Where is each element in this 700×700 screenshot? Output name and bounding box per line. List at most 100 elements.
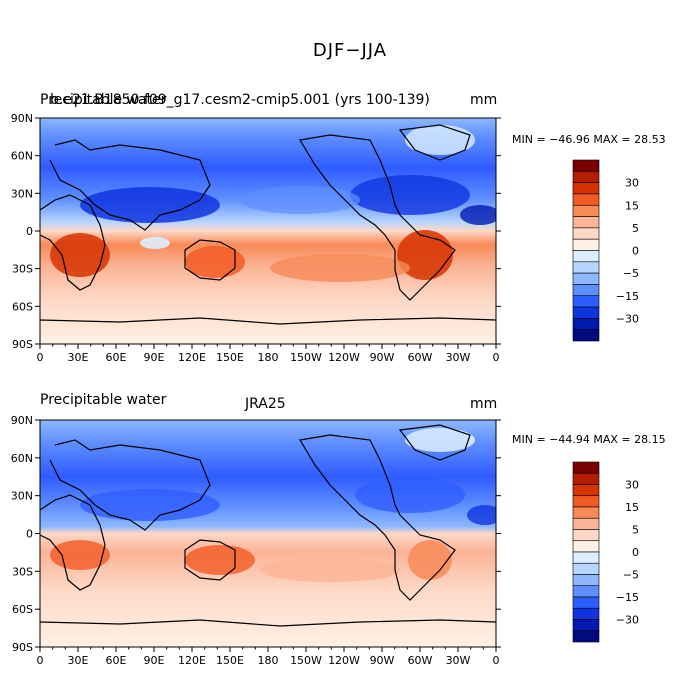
colorbars: 30 15 5 0 −5 −15 −30 30 15 5 0 −5 −15 −30 xyxy=(572,159,639,643)
panel2-colorbar-label: 30 xyxy=(625,479,639,492)
panel1-x-label: 60W xyxy=(408,351,433,364)
panel2-y-label: 30S xyxy=(12,565,33,578)
panel1-x-label: 150W xyxy=(290,351,322,364)
panel1-units: mm xyxy=(470,92,498,108)
panel1-colorbar-swatch xyxy=(572,284,600,297)
panel2-colorbar-swatch xyxy=(572,585,600,598)
panel2-y-label: 90S xyxy=(12,641,33,654)
panel2-colorbar-swatch xyxy=(572,630,600,643)
panel2-y-label: 60S xyxy=(12,603,33,616)
panel1-y-label: 90S xyxy=(12,338,33,351)
panel1-left-title: Precipitable water xyxy=(40,92,167,108)
panel1-colorbar-label: −15 xyxy=(616,290,639,303)
panel1-colorbar-label: 0 xyxy=(632,245,639,258)
panel2-stats: MIN = −44.94 MAX = 28.15 xyxy=(512,433,666,446)
panel1-colorbar-swatch xyxy=(572,306,600,319)
panel2-colorbar-label: 5 xyxy=(632,524,639,537)
panel2-x-label: 120E xyxy=(178,654,206,667)
panel2-colorbar-swatch xyxy=(572,495,600,508)
panel2-map xyxy=(35,419,501,652)
panel1-colorbar-label: 15 xyxy=(625,199,639,212)
panel1-x-label: 90W xyxy=(370,351,395,364)
panel1-center-title: b.e21.B1850.f09_g17.cesm2-cmip5.001 (yrs… xyxy=(50,92,430,108)
panel2-colorbar-swatch xyxy=(572,506,600,519)
panel1-colorbar-swatch xyxy=(572,227,600,240)
panel2-colorbar-swatch xyxy=(572,596,600,609)
panel1-colorbar-swatch xyxy=(572,193,600,206)
panel1-x-label: 0 xyxy=(493,351,500,364)
panel2-x-label: 90W xyxy=(370,654,395,667)
panel2-colorbar-swatch xyxy=(572,619,600,632)
panel1-y-label: 0 xyxy=(26,225,33,238)
panel1-colorbar-swatch xyxy=(572,238,600,251)
panel2-colorbar-swatch xyxy=(572,472,600,485)
panel2-colorbar-label: 0 xyxy=(632,546,639,559)
panel1-x-label: 30W xyxy=(446,351,471,364)
panel2-x-label: 90E xyxy=(144,654,165,667)
panel2-x-label: 150E xyxy=(216,654,244,667)
panel1-colorbar-swatch xyxy=(572,261,600,274)
panel2-colorbar-swatch xyxy=(572,529,600,542)
panel1-y-label: 30S xyxy=(12,263,33,276)
panel2-colorbar-label: −30 xyxy=(616,614,639,627)
panel1-y-label: 30N xyxy=(11,187,33,200)
panel1-stats: MIN = −46.96 MAX = 28.53 xyxy=(512,133,666,146)
figure-title: DJF−JJA xyxy=(312,40,388,61)
panel2-center-title: JRA25 xyxy=(245,396,286,412)
panel2-x-label: 0 xyxy=(37,654,44,667)
panel1-colorbar-swatch xyxy=(572,171,600,183)
axis-labels: 0 30E 60E 90E 120E 150E 180 150W 120W 90W 60W 30W 09… xyxy=(11,112,500,667)
panel2-left-title: Precipitable water xyxy=(40,392,167,408)
panel1-x-label: 90E xyxy=(144,351,165,364)
panel1-colorbar-swatch xyxy=(572,182,600,195)
panel1-x-label: 0 xyxy=(37,351,44,364)
panel2-colorbar-swatch xyxy=(572,484,600,497)
panel1-colorbar-label: −30 xyxy=(616,312,639,325)
panel2-colorbar-label: −15 xyxy=(616,591,639,604)
panel2-colorbar-swatch xyxy=(572,461,600,474)
panel2-x-label: 150W xyxy=(290,654,322,667)
panel1-colorbar-swatch xyxy=(572,159,600,172)
panel2-x-label: 30W xyxy=(446,654,471,667)
panel2-y-label: 60N xyxy=(11,452,33,465)
panel1-colorbar-swatch xyxy=(572,295,600,308)
panel1-y-label: 90N xyxy=(11,112,33,125)
panel1-y-label: 60N xyxy=(11,150,33,163)
panel2-colorbar-swatch xyxy=(572,517,600,530)
panel1-colorbar-label: −5 xyxy=(623,267,639,280)
panel2-x-label: 60W xyxy=(408,654,433,667)
panel1-x-label: 60E xyxy=(106,351,127,364)
panel1-colorbar-label: 5 xyxy=(632,222,639,235)
panel1-colorbar-swatch xyxy=(572,216,600,229)
panel2-x-label: 30E xyxy=(68,654,89,667)
panel1-colorbar-swatch xyxy=(572,204,600,217)
panel2-colorbar-swatch xyxy=(572,551,600,564)
panel1-colorbar-swatch xyxy=(572,250,600,263)
panel2-y-label: 30N xyxy=(11,490,33,503)
panel2-y-label: 0 xyxy=(26,528,33,541)
panel2-units: mm xyxy=(470,396,498,412)
panel2-x-label: 60E xyxy=(106,654,127,667)
panel1-x-label: 120E xyxy=(178,351,206,364)
panel2-colorbar-swatch xyxy=(572,607,600,620)
panel1-colorbar-swatch xyxy=(572,329,600,342)
panel2-colorbar-label: 15 xyxy=(625,501,639,514)
panel1-x-label: 180 xyxy=(258,351,279,364)
panel1-y-label: 60S xyxy=(12,300,33,313)
panel1-colorbar-swatch xyxy=(572,272,600,285)
panel1-x-label: 150E xyxy=(216,351,244,364)
panel1-x-label: 30E xyxy=(68,351,89,364)
panel2-colorbar-label: −5 xyxy=(623,569,639,582)
panel2-colorbar-swatch xyxy=(572,574,600,587)
panel2-x-label: 0 xyxy=(493,654,500,667)
panel2-colorbar-swatch xyxy=(572,562,600,575)
panel1-x-label: 120W xyxy=(328,351,360,364)
panel2-y-label: 90N xyxy=(11,414,33,427)
panel2-x-label: 120W xyxy=(328,654,360,667)
panel2-colorbar-swatch xyxy=(572,540,600,553)
panel2-x-label: 180 xyxy=(258,654,279,667)
panel1-colorbar-swatch xyxy=(572,318,600,330)
panel1-colorbar-label: 30 xyxy=(625,177,639,190)
panel1-map xyxy=(35,117,501,349)
